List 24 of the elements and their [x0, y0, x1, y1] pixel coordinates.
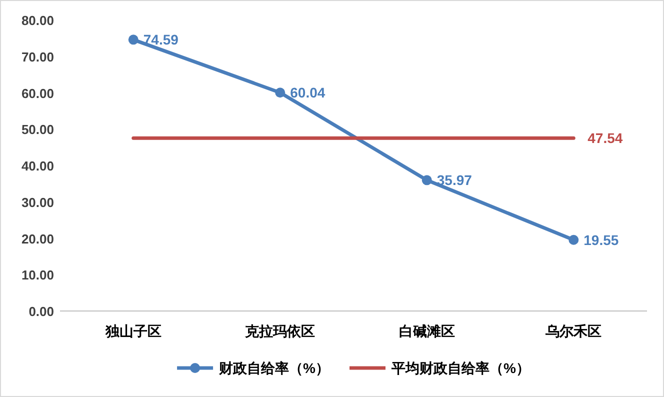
x-tick-label: 白碱滩区 [398, 323, 455, 339]
y-tick-label: 20.00 [21, 231, 54, 246]
point [422, 175, 432, 186]
y-tick-label: 80.00 [21, 13, 54, 28]
y-tick-label: 40.00 [21, 158, 54, 174]
point [568, 234, 579, 245]
data-label: 74.59 [143, 32, 179, 48]
y-tick-label: 0.00 [28, 304, 54, 319]
point [128, 34, 138, 45]
legend-label: 平均财政自给率（%） [390, 360, 530, 376]
data-label: 60.04 [290, 84, 326, 101]
data-label: 19.55 [584, 232, 619, 248]
point [275, 88, 286, 98]
x-tick-label: 乌尔禾区 [544, 323, 602, 339]
legend-label: 财政自给率（%） [218, 360, 330, 376]
y-tick-label: 60.00 [21, 86, 54, 101]
y-tick-label: 70.00 [21, 49, 54, 64]
data-label: 47.54 [588, 130, 623, 146]
y-tick-label: 50.00 [21, 122, 54, 138]
x-tick-label: 克拉玛依区 [244, 323, 316, 339]
y-tick-label: 10.00 [21, 268, 54, 283]
x-tick-label: 独山子区 [104, 323, 162, 339]
data-label: 35.97 [436, 172, 472, 188]
y-tick-label: 30.00 [21, 194, 54, 210]
